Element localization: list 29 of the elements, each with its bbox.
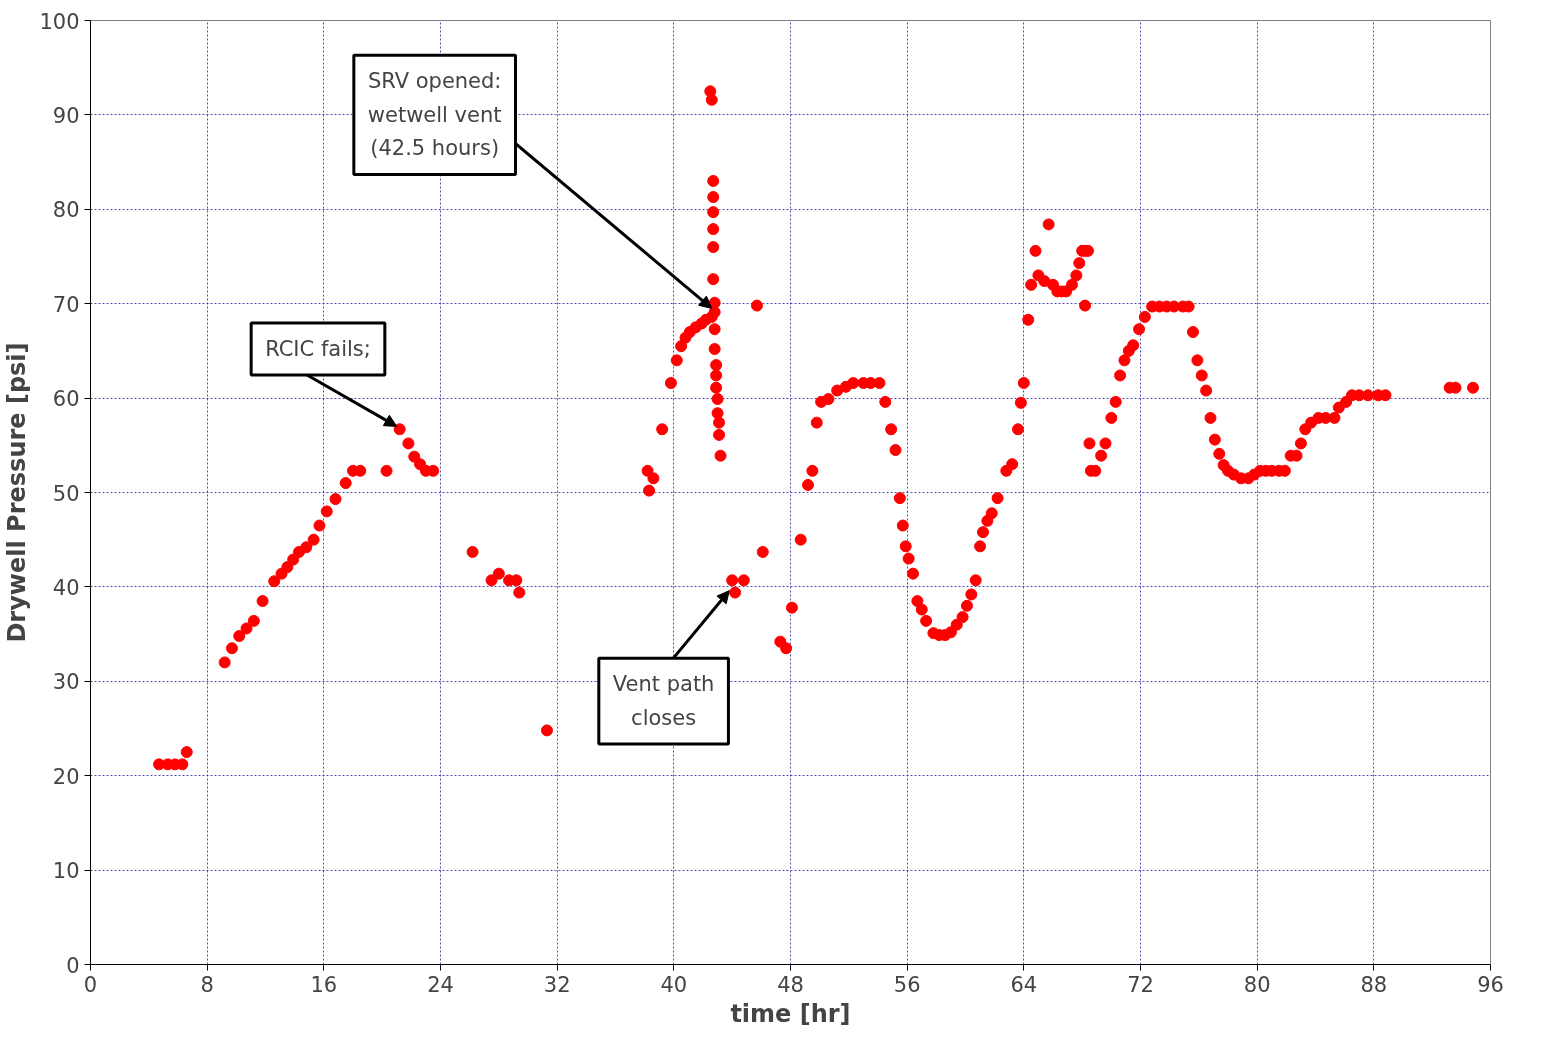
x-tick-label: 16 [310, 972, 338, 997]
x-tick-label: 80 [1243, 972, 1271, 997]
x-tick-label: 40 [660, 972, 688, 997]
annotation: RCIC fails; [265, 337, 371, 362]
y-tick-label: 20 [52, 764, 80, 789]
y-axis-title: Drywell Pressure [psi] [3, 342, 32, 643]
y-tick-label: 30 [52, 670, 80, 695]
x-tick-label: 24 [427, 972, 454, 997]
x-tick-label: 72 [1127, 972, 1154, 997]
x-tick-label: 96 [1477, 972, 1504, 997]
y-tick-label: 90 [52, 103, 80, 128]
x-tick-label: 32 [543, 972, 571, 997]
x-tick-label: 8 [200, 972, 214, 997]
y-tick-label: 0 [66, 953, 80, 978]
y-tick-label: 50 [52, 481, 80, 506]
y-tick-label: 80 [52, 198, 80, 223]
x-tick-label: 88 [1360, 972, 1388, 997]
y-tick-label: 10 [52, 859, 80, 884]
y-tick-label: 70 [52, 292, 80, 317]
x-tick-label: 56 [893, 972, 921, 997]
y-tick-label: 60 [52, 387, 80, 412]
annotation: Vent path closes [612, 672, 715, 730]
x-tick-label: 48 [777, 972, 804, 997]
annotation: SRV opened: wetwell vent (42.5 hours) [367, 69, 502, 161]
x-axis-title: time [hr] [730, 999, 851, 1028]
y-tick-label: 40 [52, 575, 80, 600]
x-tick-label: 0 [83, 972, 98, 997]
y-tick-label: 100 [39, 9, 80, 34]
x-tick-label: 64 [1010, 972, 1038, 997]
